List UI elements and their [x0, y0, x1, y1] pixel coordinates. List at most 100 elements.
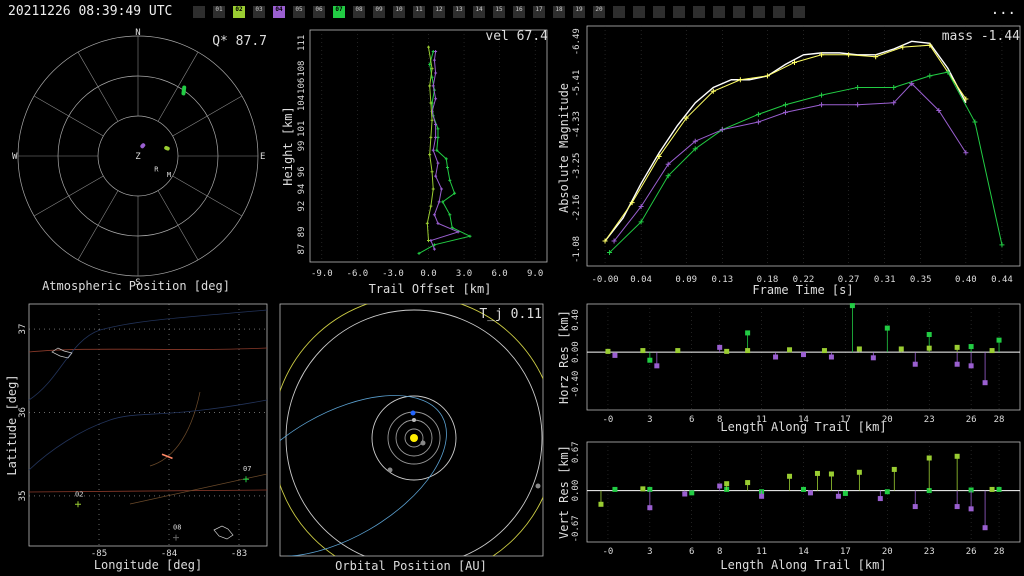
station-toggle-04[interactable]: 04 [273, 6, 285, 18]
station-toggle-06[interactable]: 06 [313, 6, 325, 18]
vert-res-point [612, 486, 618, 492]
trail-series-0-point [435, 148, 439, 152]
station-toggle-20[interactable]: 20 [593, 6, 605, 18]
mag-series-3-point [855, 102, 861, 108]
station-toggle-slot25[interactable] [693, 6, 705, 18]
horz-res-xtick: 17 [840, 415, 851, 425]
trail-xtick: 3.0 [456, 269, 472, 279]
station-toggle-12[interactable]: 12 [433, 6, 445, 18]
mag-series-3-point [692, 138, 698, 144]
mag-series-1-line [604, 44, 967, 242]
track-02 [164, 145, 170, 151]
vert-res-point [954, 504, 960, 510]
trail-series-2-point [429, 101, 433, 105]
station-toggle-slot29[interactable] [773, 6, 785, 18]
mag-xtick: 0.22 [793, 275, 815, 285]
mag-xtick: 0.35 [910, 275, 932, 285]
horz-res-point [801, 352, 806, 358]
station-toggle-slot28[interactable] [753, 6, 765, 18]
station-toggle-slot27[interactable] [733, 6, 745, 18]
station-toggle-11[interactable]: 11 [413, 6, 425, 18]
mag-series-2-point [755, 111, 761, 117]
state-border [129, 391, 268, 505]
mag-series-1-point [819, 52, 825, 58]
station-toggle-16[interactable]: 16 [513, 6, 525, 18]
orbit-group [280, 304, 543, 556]
vert-res-point [856, 469, 862, 475]
trail-series-2-line [426, 47, 434, 241]
direction-n: N [135, 28, 140, 38]
station-toggle-slot26[interactable] [713, 6, 725, 18]
mag-series-2-point [972, 119, 978, 125]
station-toggle-17[interactable]: 17 [533, 6, 545, 18]
planet-orbit [404, 428, 424, 448]
mag-series-3-point [611, 238, 617, 244]
polar-spoke [33, 175, 104, 217]
horz-res-xtick: 23 [924, 415, 935, 425]
station-toggle-slot21[interactable] [613, 6, 625, 18]
vert-res-point [801, 486, 806, 492]
trail-series-1-point [434, 49, 438, 53]
mag-fit-curve [604, 40, 967, 242]
vert-res-xtick: 6 [689, 547, 694, 557]
polar-spoke [157, 190, 199, 261]
mag-series-2-point [855, 84, 861, 90]
horz-res-point [828, 354, 834, 360]
vert-res-point [968, 487, 974, 493]
mag-xtick: 0.04 [630, 275, 652, 285]
station-toggle-slot22[interactable] [633, 6, 645, 18]
station-02-label: 02 [75, 490, 83, 498]
horz-res-point [654, 363, 660, 369]
vert-res-point [877, 496, 883, 502]
station-toggle-18[interactable]: 18 [553, 6, 565, 18]
station-toggle-13[interactable]: 13 [453, 6, 465, 18]
horz-res-point [612, 352, 618, 358]
vert-res-xtick: 3 [647, 547, 652, 557]
mag-ylabel: Absolute Magnitude [557, 83, 571, 213]
polar-spoke [77, 51, 119, 122]
station-toggle-slot23[interactable] [653, 6, 665, 18]
station-toggle-10[interactable]: 10 [393, 6, 405, 18]
planet-orbit [285, 309, 543, 556]
station-toggle-05[interactable]: 05 [293, 6, 305, 18]
trail-series-0-point [441, 200, 445, 204]
station-toggle-slot0[interactable] [193, 6, 205, 18]
mag-series-1-point [764, 73, 770, 79]
trail-series-1-point [431, 84, 435, 88]
vert-res-point [717, 483, 723, 489]
more-menu-button[interactable]: ... [990, 2, 1016, 18]
planet-marker [420, 440, 426, 446]
station-toggle-slot30[interactable] [793, 6, 805, 18]
station-toggle-15[interactable]: 15 [493, 6, 505, 18]
tj-value: T_j 0.11 [479, 307, 542, 322]
horz-res-point [675, 348, 681, 354]
station-toggle-03[interactable]: 03 [253, 6, 265, 18]
trail-series-0-point [428, 62, 432, 66]
vert-res-point [926, 455, 932, 461]
station-toggle-19[interactable]: 19 [573, 6, 585, 18]
mag-series-2-point [891, 84, 897, 90]
station-toggle-07[interactable]: 07 [333, 6, 345, 18]
mag-xtick: 0.40 [955, 275, 977, 285]
horz-res-point [870, 355, 876, 361]
mag-xtick: 0.18 [757, 275, 779, 285]
station-toggle-14[interactable]: 14 [473, 6, 485, 18]
vert-res-point [982, 525, 988, 531]
vert-res-xtick: 26 [966, 547, 977, 557]
vert-res-xtick: 11 [756, 547, 767, 557]
station-toggle-02[interactable]: 02 [233, 6, 245, 18]
mag-series-2-point [999, 242, 1005, 248]
trail-series-2-point [429, 204, 433, 208]
horz-res-ytick: 0.00 [571, 341, 581, 363]
station-toggle-08[interactable]: 08 [353, 6, 365, 18]
horz-res-point [968, 344, 974, 350]
trail-xtick: 6.0 [491, 269, 507, 279]
station-toggle-slot24[interactable] [673, 6, 685, 18]
mag-series-3-point [891, 100, 897, 106]
horz-res-point [884, 325, 890, 331]
station-toggle-09[interactable]: 09 [373, 6, 385, 18]
horz-res-point [954, 361, 960, 367]
station-toggle-01[interactable]: 01 [213, 6, 225, 18]
station-08-label: 08 [173, 524, 181, 532]
planet-orbit [371, 395, 457, 481]
